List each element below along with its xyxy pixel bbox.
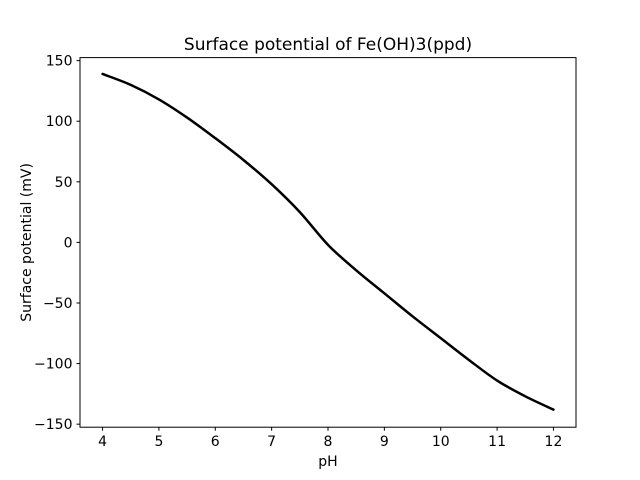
y-tick-label: −50 bbox=[43, 296, 73, 312]
y-tick-label: −150 bbox=[34, 417, 72, 433]
x-axis-ticks: 4 5 6 7 8 9 10 11 12 bbox=[98, 427, 562, 450]
x-tick-label: 4 bbox=[98, 434, 107, 450]
x-tick-label: 9 bbox=[380, 434, 389, 450]
axes-spines bbox=[79, 57, 577, 428]
x-tick-label: 10 bbox=[432, 434, 450, 450]
x-tick-label: 12 bbox=[545, 434, 563, 450]
chart-title: Surface potential of Fe(OH)3(ppd) bbox=[184, 35, 472, 55]
y-tick-label: 150 bbox=[46, 54, 73, 70]
x-axis-label: pH bbox=[318, 454, 337, 470]
y-axis-ticks: 150 100 50 0 −50 −100 −150 bbox=[34, 54, 80, 433]
x-tick-label: 11 bbox=[488, 434, 506, 450]
x-tick-label: 8 bbox=[324, 434, 333, 450]
y-tick-label: 50 bbox=[55, 175, 73, 191]
x-tick-label: 7 bbox=[267, 434, 276, 450]
y-tick-label: 100 bbox=[46, 114, 73, 130]
plot-area bbox=[80, 57, 576, 428]
y-tick-label: −100 bbox=[34, 357, 72, 373]
surface-potential-curve bbox=[101, 72, 555, 411]
plot-border bbox=[79, 57, 577, 428]
y-tick-label: 0 bbox=[64, 235, 73, 251]
plot-area-background bbox=[80, 57, 576, 428]
data-series bbox=[101, 72, 555, 411]
y-axis-label: Surface potential (mV) bbox=[19, 163, 35, 322]
x-tick-label: 6 bbox=[211, 434, 220, 450]
x-tick-label: 5 bbox=[154, 434, 163, 450]
